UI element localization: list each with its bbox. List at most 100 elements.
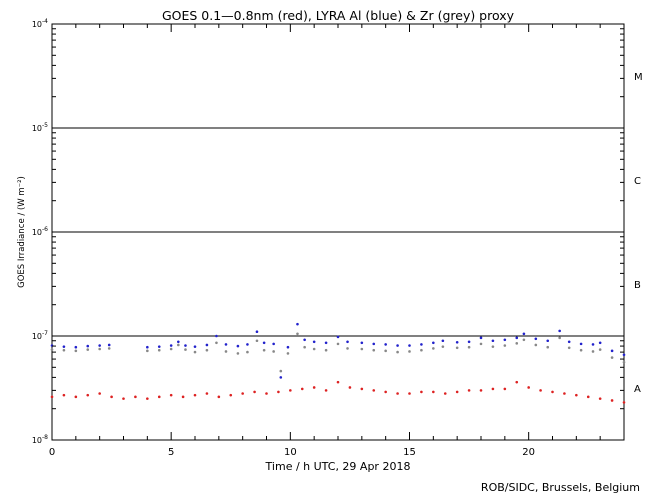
series-1-point xyxy=(558,336,561,340)
series-1-point xyxy=(296,332,299,336)
series-1-point xyxy=(610,356,614,359)
series-0-point xyxy=(567,340,571,344)
x-tick-label: 15 xyxy=(403,447,416,458)
series-0-point xyxy=(255,330,259,333)
series-2-point xyxy=(515,380,519,384)
x-axis: 0 5 10 15 20 xyxy=(49,24,625,458)
series-0-point xyxy=(467,340,471,344)
series-2-point xyxy=(348,386,352,389)
series-0-point xyxy=(98,344,101,347)
series-1-point xyxy=(74,349,78,353)
series-0-point xyxy=(522,332,526,336)
series-1-point xyxy=(303,345,306,349)
series-2-point xyxy=(491,387,495,391)
series-2-point xyxy=(360,387,364,391)
series-0-point xyxy=(558,329,561,333)
series-2-point xyxy=(193,393,197,397)
series-0-point xyxy=(610,349,614,353)
y-tick-label: 10-6 xyxy=(32,226,48,237)
series-1-point xyxy=(491,345,495,348)
series-0-point xyxy=(491,339,495,343)
series-1-point xyxy=(503,344,507,347)
series-0-point xyxy=(324,341,328,345)
series-2-point xyxy=(443,392,447,395)
series-0-point xyxy=(296,322,299,326)
series-2-point xyxy=(98,392,101,395)
series-0-point xyxy=(441,339,445,343)
series-0-point xyxy=(107,343,111,347)
series-2-point xyxy=(527,386,530,389)
series-1-point xyxy=(534,343,538,347)
series-2-point xyxy=(455,390,459,394)
series-0-point xyxy=(503,338,507,342)
series-2-point xyxy=(384,390,387,394)
class-label: B xyxy=(634,280,641,291)
series-1-point xyxy=(146,349,149,353)
class-label: A xyxy=(634,384,641,395)
series-1-point xyxy=(177,343,180,347)
series-1-point xyxy=(169,347,173,351)
series-2-point xyxy=(122,397,125,400)
series-2-point xyxy=(336,380,340,384)
series-0-point xyxy=(534,337,538,341)
series-2-point xyxy=(300,387,304,391)
series-1-point xyxy=(324,348,328,352)
series-0-point xyxy=(246,343,249,346)
series-2-point xyxy=(396,392,399,395)
y-tick-label: 10-7 xyxy=(32,330,48,341)
series-2-point xyxy=(217,395,221,399)
series-1-point xyxy=(396,350,399,354)
series-2-point xyxy=(74,395,78,399)
series-2-point xyxy=(241,392,244,395)
series-2-point xyxy=(598,397,602,400)
series-0-point xyxy=(360,341,364,345)
series-2-point xyxy=(50,395,54,399)
series-1-point xyxy=(98,347,101,351)
series-0-point xyxy=(193,345,197,348)
series-1-point xyxy=(193,350,197,354)
class-label: C xyxy=(634,176,641,187)
series-1-point xyxy=(360,347,364,351)
series-2-point xyxy=(157,395,161,399)
series-0-point xyxy=(336,335,340,339)
series-1-point xyxy=(467,345,471,349)
x-tick-label: 0 xyxy=(49,447,55,458)
series-2-point xyxy=(146,397,149,400)
series-2-point xyxy=(575,393,578,397)
series-1-point xyxy=(598,348,602,351)
series-1-point xyxy=(432,347,435,350)
series-1-point xyxy=(312,347,316,351)
series-1-point xyxy=(157,348,161,352)
series-2-point xyxy=(622,401,626,404)
series-0-point xyxy=(62,345,66,348)
series-2-point xyxy=(205,392,209,395)
series-0-point xyxy=(169,344,173,347)
series-1-point xyxy=(455,346,459,350)
series-0-point xyxy=(515,336,519,340)
series-0-point xyxy=(432,341,435,345)
series-1-point xyxy=(224,350,228,353)
series-2-point xyxy=(372,389,376,392)
chart-title: GOES 0.1—0.8nm (red), LYRA Al (blue) & Z… xyxy=(162,8,515,23)
series-0-point xyxy=(286,345,290,349)
data-points xyxy=(50,322,626,404)
series-2-point xyxy=(503,387,507,391)
series-0-point xyxy=(396,344,399,347)
series-0-point xyxy=(215,334,218,338)
series-1-point xyxy=(441,345,445,348)
y-tick-label: 10-8 xyxy=(32,434,48,445)
series-1-point xyxy=(62,348,66,352)
series-2-point xyxy=(229,393,233,397)
series-2-point xyxy=(551,390,554,394)
series-1-point xyxy=(346,347,349,350)
series-1-point xyxy=(622,360,626,364)
series-0-point xyxy=(384,343,387,346)
x-tick-label: 20 xyxy=(522,447,535,458)
series-2-point xyxy=(420,390,423,394)
series-0-point xyxy=(455,340,459,344)
series-0-point xyxy=(184,344,187,347)
series-2-point xyxy=(181,395,185,399)
series-2-point xyxy=(467,389,471,392)
series-2-point xyxy=(610,399,614,402)
series-1-point xyxy=(262,348,266,352)
